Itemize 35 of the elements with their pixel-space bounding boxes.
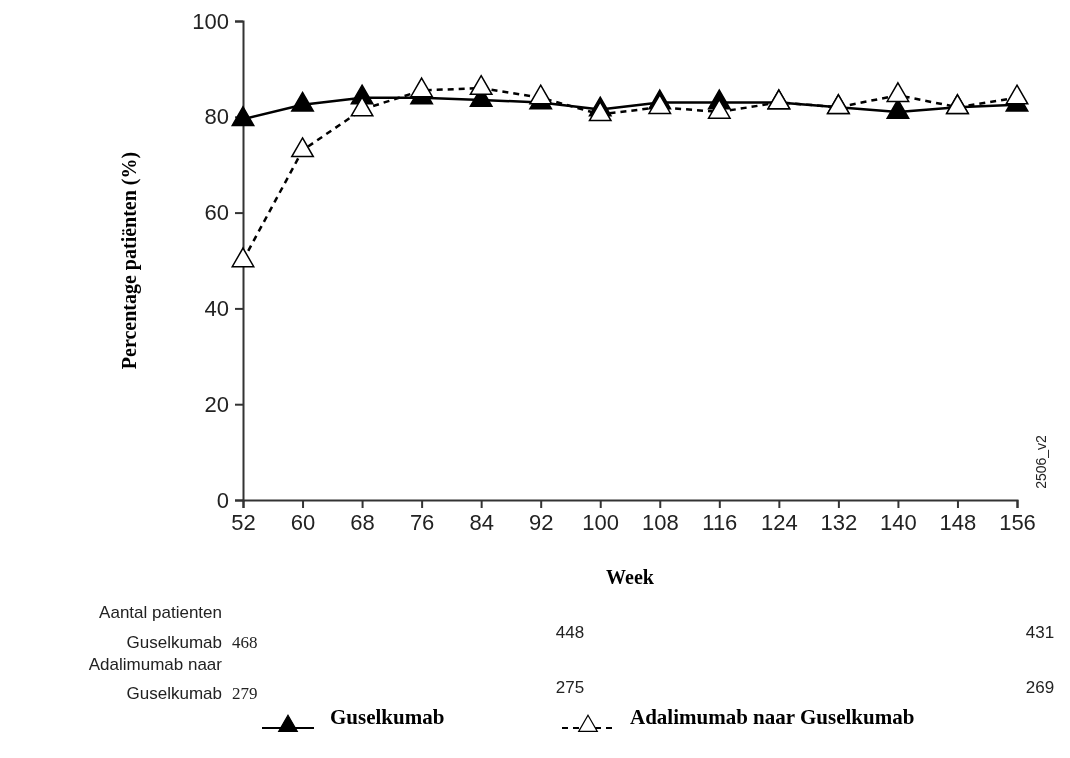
legend-label: Adalimumab naar Guselkumab: [630, 705, 915, 729]
text: Guselkumab: [126, 633, 222, 652]
x-tick-label: 140: [880, 509, 917, 535]
x-tick-label: 156: [999, 509, 1036, 535]
x-tick-label: 76: [409, 509, 435, 535]
y-axis-title: Percentage patiënten (%): [118, 151, 141, 370]
y-tick-label: 60: [204, 200, 229, 226]
x-tick-label: 124: [760, 509, 798, 535]
text: 431: [1025, 623, 1055, 642]
x-tick-label: 52: [231, 509, 256, 535]
y-tick-label: 20: [204, 391, 229, 417]
x-tick-label: 148: [939, 509, 977, 535]
x-tick-label: 116: [702, 509, 738, 535]
y-tick-label: 0: [216, 487, 229, 513]
x-tick-label: 108: [641, 509, 679, 535]
x-tick-label: 92: [528, 509, 554, 535]
text: 279: [232, 684, 258, 703]
y-tick-label: 100: [192, 8, 229, 34]
y-tick-label: 40: [204, 295, 229, 321]
text: 468: [232, 633, 258, 652]
text: 275: [555, 678, 585, 697]
text: 448: [555, 623, 585, 642]
x-tick-label: 132: [820, 509, 858, 535]
text: 2506_v2: [1033, 434, 1049, 489]
x-tick-label: 68: [350, 509, 375, 535]
text: Aantal patienten: [99, 603, 222, 622]
x-tick-label: 84: [469, 509, 494, 535]
y-tick-label: 80: [204, 104, 229, 130]
x-tick-label: 60: [290, 509, 316, 535]
text: Guselkumab: [126, 684, 222, 703]
legend-label: Guselkumab: [330, 705, 445, 729]
x-tick-label: 100: [582, 509, 620, 535]
x-axis-title: Week: [606, 566, 655, 588]
text: 269: [1025, 678, 1055, 697]
text: Adalimumab naar: [88, 655, 223, 674]
